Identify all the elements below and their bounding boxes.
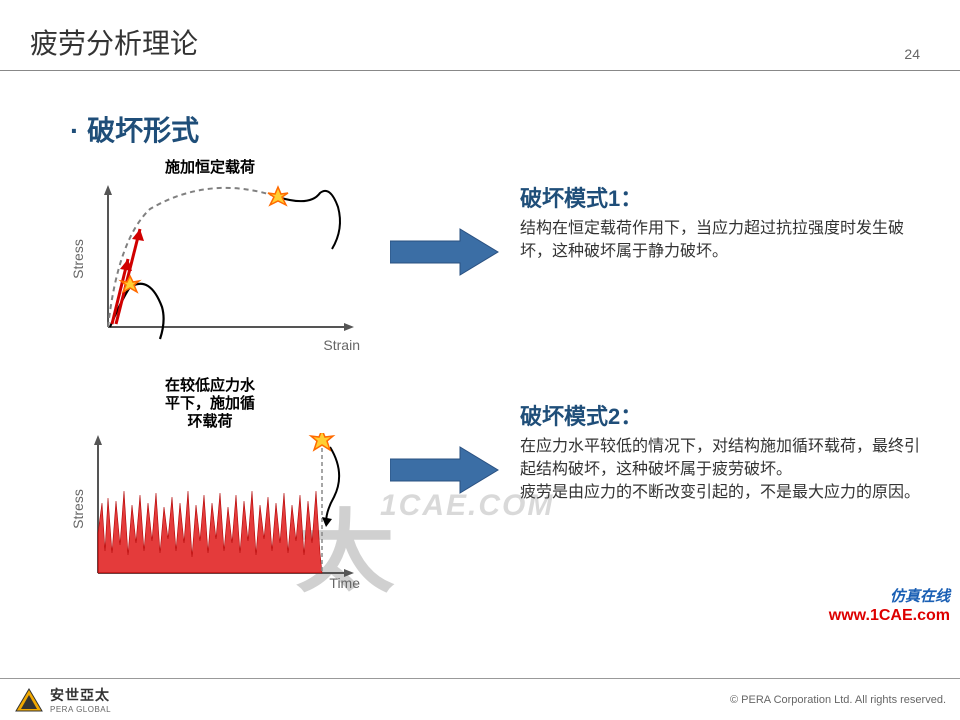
chart1-x-axis: Strain [323,337,360,353]
chart-stress-strain: 施加恒定载荷 Stress Str [50,159,370,359]
mode2-body1: 在应力水平较低的情况下，对结构施加循环载荷，最终引起结构破坏，这种破坏属于疲劳破… [520,435,920,481]
chart2-y-axis: Stress [70,489,86,529]
mode2-block: 破坏模式2： 在应力水平较低的情况下，对结构施加循环载荷，最终引起结构破坏，这种… [520,399,920,505]
slide-header: 疲劳分析理论 24 [0,0,960,71]
chart1-svg [50,179,370,349]
logo-text: 安世亞太 [50,685,111,705]
chart-stress-time: 在较低应力水 平下，施加循 环载荷 Stress Time [50,377,370,597]
page-number: 24 [904,46,920,62]
url-line1: 仿真在线 [829,588,950,606]
logo-subtext: PERA GLOBAL [50,705,111,714]
mode1-body: 结构在恒定载荷作用下，当应力超过抗拉强度时发生破坏，这种破坏属于静力破坏。 [520,217,920,263]
url-watermark: 仿真在线 www.1CAE.com [829,588,950,625]
slide-footer: 安世亞太 PERA GLOBAL © PERA Corporation Ltd.… [0,678,960,720]
arrow-1 [390,227,500,277]
main-content: 1CAE.COM 太 施加恒定载荷 [0,149,960,669]
mode2-body2: 疲劳是由应力的不断改变引起的，不是最大应力的原因。 [520,481,920,504]
mode1-block: 破坏模式1： 结构在恒定载荷作用下，当应力超过抗拉强度时发生破坏，这种破坏属于静… [520,181,920,263]
section-title: · 破坏形式 [70,109,960,149]
arrow-2 [390,445,500,495]
mode2-title: 破坏模式2： [520,399,920,431]
url-line2: www.1CAE.com [829,606,950,625]
footer-logo: 安世亞太 PERA GLOBAL [14,685,111,714]
copyright-text: © PERA Corporation Ltd. All rights reser… [730,694,946,706]
chart2-x-axis: Time [329,575,360,591]
chart1-y-axis: Stress [70,239,86,279]
mode1-title: 破坏模式1： [520,181,920,213]
chart2-svg [50,433,370,593]
chart2-caption: 在较低应力水 平下，施加循 环载荷 [50,377,370,431]
chart1-caption: 施加恒定载荷 [50,159,370,177]
logo-triangle-icon [14,687,44,713]
slide-title: 疲劳分析理论 [30,22,198,62]
